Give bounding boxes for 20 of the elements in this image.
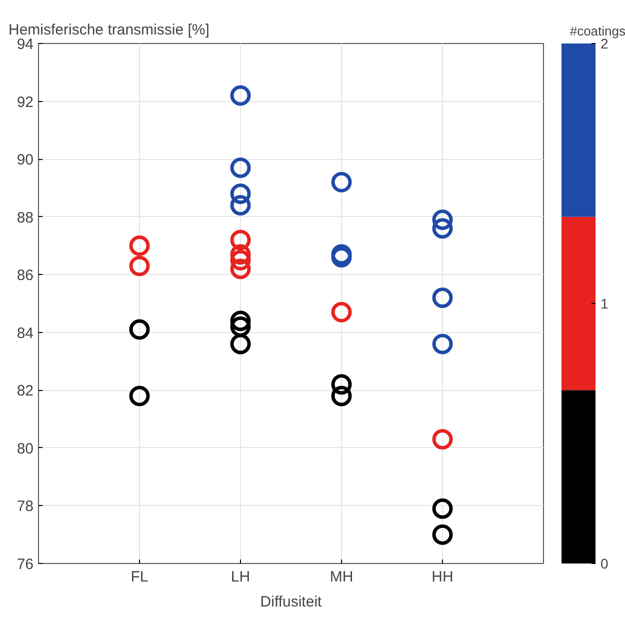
x-tick-label: HH — [432, 568, 454, 586]
y-tick-label: 90 — [16, 152, 34, 169]
x-tick-label: MH — [330, 568, 354, 586]
y-tick-label: 78 — [16, 498, 34, 516]
y-tick-label: 94 — [16, 36, 34, 53]
x-tick-label: FL — [130, 568, 148, 586]
y-tick-label: 80 — [16, 440, 34, 458]
y-tick-label: 86 — [16, 267, 34, 284]
color-bar-label: 0 — [600, 556, 608, 572]
y-tick-label: 88 — [16, 209, 34, 226]
x-axis-title: Diffusiteit — [260, 594, 323, 610]
y-tick-label: 82 — [16, 382, 34, 400]
y-tick-label: 92 — [16, 94, 34, 111]
y-tick-label: 84 — [16, 324, 34, 342]
color-bar-label: 1 — [600, 296, 608, 312]
color-bar-label: 2 — [600, 36, 608, 52]
color-bar-title: #coatings — [570, 24, 625, 38]
y-axis-title: Hemisferische transmissie [%] — [8, 22, 210, 38]
x-tick-label: LH — [230, 568, 250, 586]
y-tick-label: 76 — [16, 556, 34, 573]
